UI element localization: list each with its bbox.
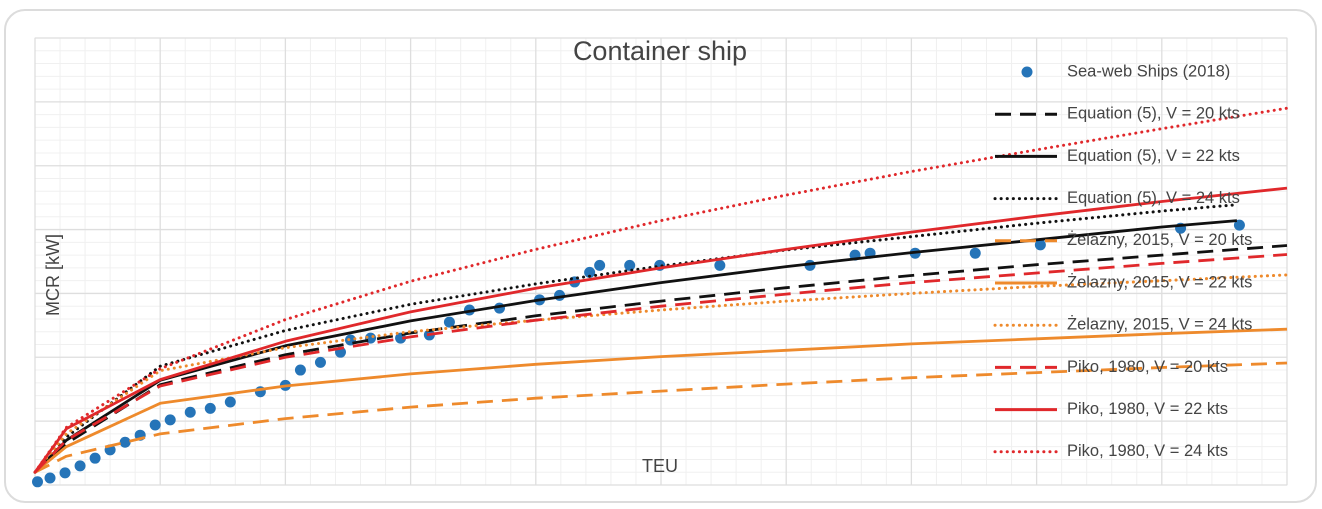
data-point	[149, 419, 161, 431]
chart-title: Container ship	[573, 36, 747, 66]
legend: Sea-web Ships (2018) Equation (5), V = 20…	[993, 62, 1252, 460]
y-axis-label: MCR [kW]	[43, 234, 63, 316]
data-point	[224, 396, 236, 408]
data-point	[1233, 219, 1245, 231]
data-point	[443, 316, 455, 328]
series-line	[34, 327, 1288, 474]
legend-label: Equation (5), V = 20 kts	[1067, 105, 1240, 123]
legend-label: Żelazny, 2015, V = 24 kts	[1067, 315, 1252, 334]
series-line	[34, 361, 1288, 474]
legend-marker	[1021, 66, 1033, 78]
legend-label: Equation (5), V = 24 kts	[1067, 189, 1240, 207]
series-line	[33, 106, 1289, 474]
data-point	[714, 259, 726, 271]
data-point	[584, 266, 596, 278]
x-axis-label: TEU	[642, 456, 678, 476]
series-line	[33, 273, 1289, 474]
legend-label: Piko, 1980, V = 22 kts	[1067, 400, 1228, 418]
data-point	[89, 452, 101, 464]
legend-label: Żelazny, 2015, V = 20 kts	[1067, 230, 1252, 249]
data-point	[1034, 239, 1046, 251]
series-line	[34, 253, 1288, 474]
series-line	[33, 186, 1288, 474]
data-point	[32, 476, 44, 488]
data-point	[624, 259, 636, 271]
data-point	[314, 356, 326, 368]
data-point	[59, 467, 71, 479]
legend-label: Equation (5), V = 22 kts	[1067, 147, 1240, 165]
data-point	[119, 436, 131, 448]
plot	[32, 106, 1289, 488]
data-point	[74, 460, 86, 472]
data-point	[594, 259, 606, 271]
data-point	[204, 402, 216, 414]
data-point	[164, 414, 176, 426]
legend-label: Piko, 1980, V = 20 kts	[1067, 358, 1228, 376]
legend-label: Żelazny, 2015, V = 22 kts	[1067, 272, 1252, 291]
data-point	[294, 364, 306, 376]
data-point	[184, 406, 196, 418]
legend-label: Sea-web Ships (2018)	[1067, 62, 1230, 80]
data-point	[969, 247, 981, 259]
data-point	[44, 472, 56, 484]
legend-label: Piko, 1980, V = 24 kts	[1067, 442, 1228, 460]
series-line	[34, 219, 1238, 474]
